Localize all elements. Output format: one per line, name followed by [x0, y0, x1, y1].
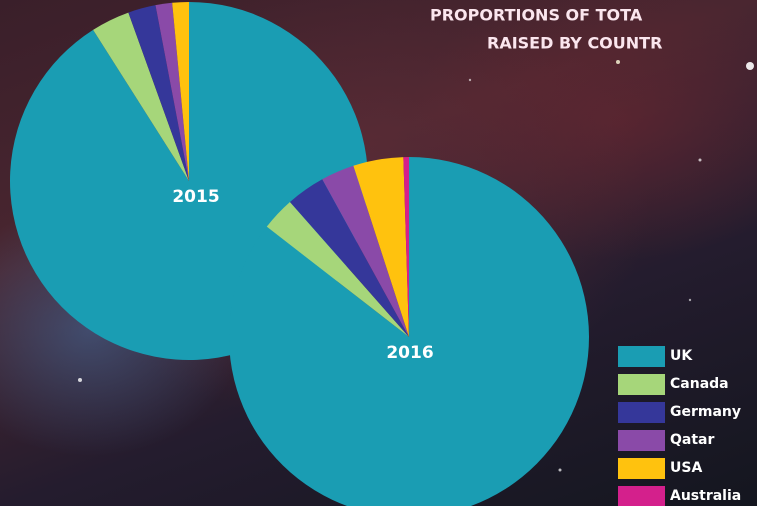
pie-slice [403, 157, 409, 337]
pie-label: 2015 [172, 187, 219, 207]
chart-title: PROPORTIONS OF TOTA [430, 6, 643, 25]
legend-swatch [618, 374, 665, 395]
pie-slice [353, 157, 409, 337]
legend-label: Australia [670, 488, 741, 504]
pie-slice [229, 157, 589, 506]
legend-swatch [618, 486, 665, 506]
chart-title: RAISED BY COUNTR [487, 34, 662, 53]
legend-label: Qatar [670, 432, 714, 448]
stars [28, 60, 754, 472]
pie-slice [322, 165, 409, 337]
pie-slice [93, 12, 189, 182]
legend-label: USA [670, 460, 702, 476]
legend-swatch [618, 458, 665, 479]
legend-label: Canada [670, 376, 729, 392]
pie-label: 2016 [386, 343, 433, 363]
pie-slice [172, 2, 189, 181]
pie-slice [128, 5, 189, 182]
legend-swatch [618, 430, 665, 451]
pie-slice [289, 179, 409, 337]
pie-slice [155, 2, 189, 182]
legend-label: Germany [670, 404, 741, 420]
legend-swatch [618, 346, 665, 367]
legend-label: UK [670, 348, 693, 364]
pie-slice [266, 201, 409, 337]
legend-swatch [618, 402, 665, 423]
